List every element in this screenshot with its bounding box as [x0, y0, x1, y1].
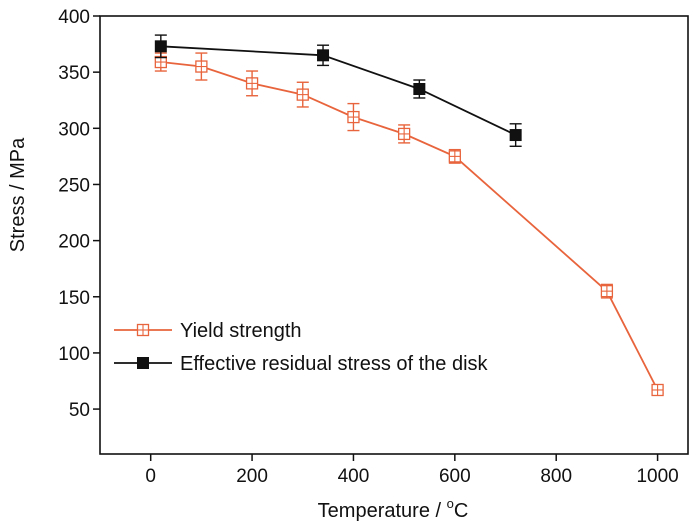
- legend-label: Effective residual stress of the disk: [180, 353, 489, 375]
- data-point: [245, 77, 259, 90]
- data-point: [448, 150, 461, 163]
- x-tick-label: 200: [236, 466, 268, 487]
- plot-border: [99, 15, 689, 455]
- data-point: [154, 40, 167, 53]
- legend-item: Yield strength: [114, 320, 302, 342]
- y-tick-label: 150: [58, 288, 90, 309]
- data-point: [509, 129, 522, 142]
- y-tick-label: 300: [58, 119, 90, 140]
- x-tick-label: 800: [540, 466, 572, 487]
- y-tick-label: 100: [58, 344, 90, 365]
- y-tick-label: 400: [58, 7, 90, 28]
- data-point: [195, 60, 208, 73]
- data-point: [413, 83, 426, 95]
- series-yield-strength: [154, 52, 664, 397]
- plot-frame: [99, 15, 689, 455]
- series-line: [160, 45, 517, 136]
- legend-marker: [137, 357, 149, 369]
- y-axis-title: Stress / MPa: [7, 137, 29, 252]
- legend-label: Yield strength: [180, 320, 302, 342]
- y-tick-label: 50: [69, 400, 90, 421]
- y-axis: 50 100 150 200 250 300 350 400: [58, 7, 100, 421]
- x-axis-title-unit: C: [454, 500, 468, 522]
- legend: Yield strength Effective residual stress …: [114, 320, 489, 375]
- data-point: [296, 88, 309, 101]
- data-point: [347, 110, 360, 124]
- y-tick-label: 250: [58, 175, 90, 196]
- x-tick-label: 600: [439, 466, 471, 487]
- x-axis-title: Temperature / oC: [318, 496, 469, 522]
- data-point: [651, 383, 664, 397]
- x-axis-title-text: Temperature /: [318, 500, 447, 522]
- legend-item: Effective residual stress of the disk: [114, 353, 489, 375]
- data-point: [317, 49, 330, 62]
- x-tick-label: 1000: [636, 466, 678, 487]
- x-axis: 0 200 400 600 800 1000: [145, 454, 679, 487]
- data-point: [397, 127, 411, 141]
- series-layer: [154, 34, 664, 397]
- y-tick-label: 200: [58, 232, 90, 253]
- y-tick-label: 350: [58, 63, 90, 84]
- x-tick-label: 400: [338, 466, 370, 487]
- x-axis-title-degree: o: [447, 496, 454, 511]
- legend-marker: [136, 323, 150, 337]
- data-point: [600, 285, 614, 298]
- series-residual-stress: [154, 34, 522, 147]
- x-tick-label: 0: [145, 466, 156, 487]
